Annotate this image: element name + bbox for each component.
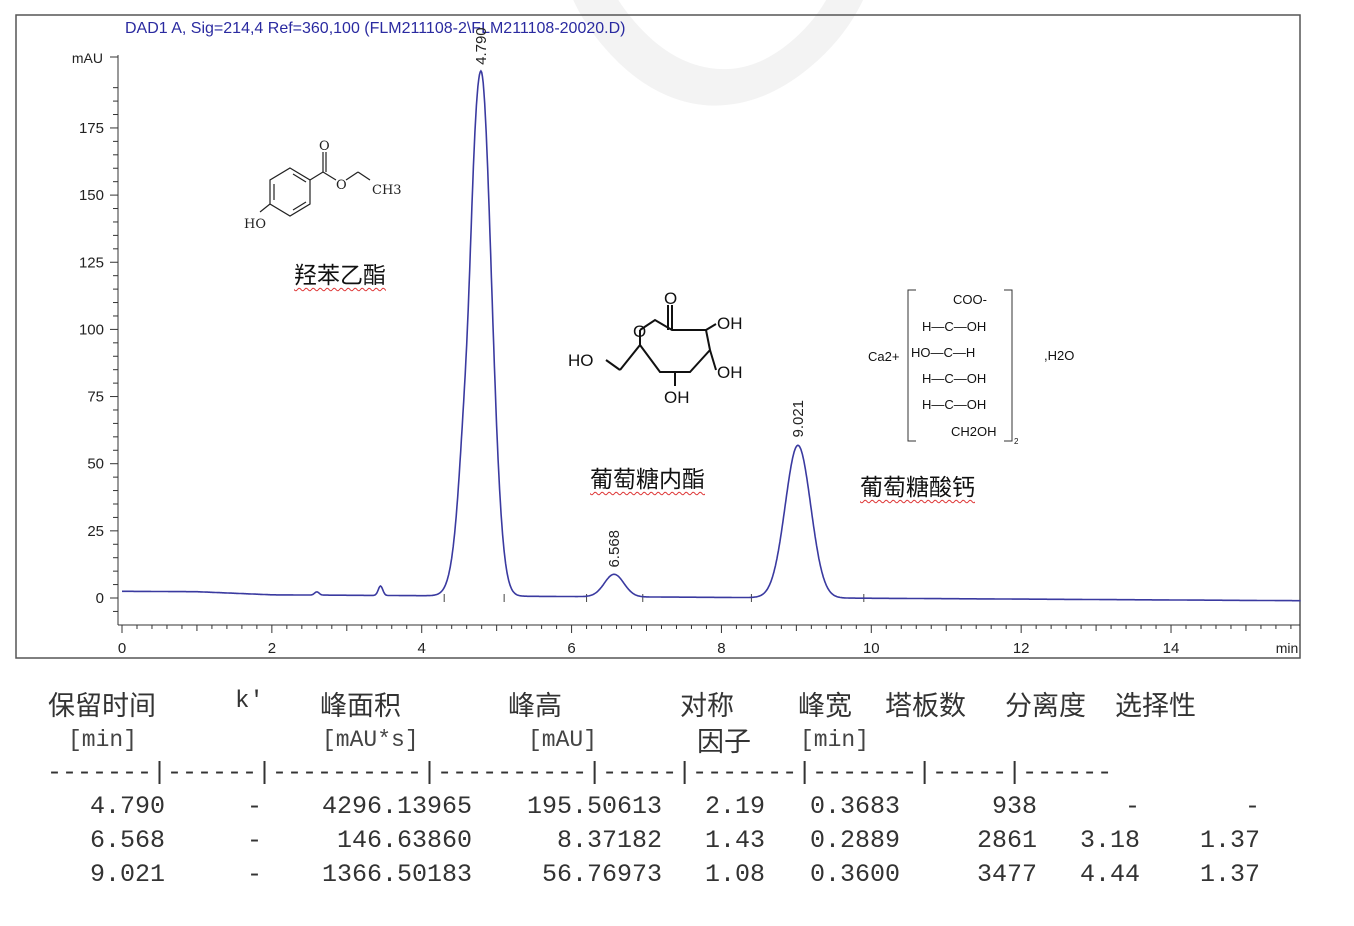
structure-calcium-gluconate: Ca2+ COO- H—C—OH HO—C—H H—C—OH H—C—OH CH… [868,289,1074,446]
column-unit: [mAU*s] [322,727,419,753]
table-cell: 2861 [976,826,1037,855]
peak-label: 4.790 [473,27,490,65]
x-tick-label: 4 [418,640,426,657]
table-cell: 0.3683 [809,792,900,821]
svg-text:2: 2 [1014,437,1019,446]
signal-trace [122,69,1301,602]
table-cell: - [246,860,262,889]
y-tick-label: 150 [79,187,104,204]
svg-text:,H2O: ,H2O [1044,348,1074,363]
table-cell: 4.790 [89,792,165,821]
svg-text:HO: HO [568,351,594,370]
table-cell: 1.43 [704,826,765,855]
svg-text:O: O [633,322,646,341]
svg-text:OH: OH [717,363,743,382]
chromatogram: GZM DAD1 A, Sig=214,4 Ref=360,100 (FLM21… [15,0,1354,659]
chart-title: DAD1 A, Sig=214,4 Ref=360,100 (FLM211108… [125,20,625,37]
table-cell: 9.021 [89,860,165,889]
column-header: 峰高 [508,691,562,722]
table-cell: 3.18 [1079,826,1140,855]
table-separator: -------|------|----------|----------|---… [47,758,1113,787]
x-tick-label: 10 [863,640,880,657]
table-cell: 3477 [976,860,1037,889]
svg-text:Ca2+: Ca2+ [868,349,899,364]
table-cell: 146.63860 [336,826,472,855]
x-tick-label: 6 [567,640,575,657]
structure-glucono-lactone: O O OH OH HO OH [568,289,743,407]
table-cell: 1.37 [1199,860,1260,889]
y-tick-label: 175 [79,120,104,137]
y-axis-label: mAU [72,50,103,66]
table-cell: - [1244,792,1260,821]
table-cell: 0.3600 [809,860,900,889]
column-header: 保留时间 [48,691,156,722]
x-axis-label: min [1276,640,1299,656]
y-tick-label: 25 [87,523,104,540]
column-unit: [min] [68,727,138,753]
column-header: 峰面积 [320,691,401,722]
x-tick-label: 0 [118,640,126,657]
svg-text:COO-: COO- [953,292,987,307]
table-cell: 8.37182 [556,826,662,855]
column-header: 塔板数 [885,691,966,722]
y-tick-label: 0 [96,590,104,607]
svg-text:O: O [336,178,347,193]
structure-ethylparaben: O O CH3 HO [244,139,402,232]
compound-label-glucono-lactone: 葡萄糖内酯 [590,467,705,493]
x-tick-label: 2 [268,640,276,657]
x-tick-label: 12 [1013,640,1030,657]
svg-text:OH: OH [664,388,690,407]
table-cell: 56.76973 [541,860,662,889]
y-tick-label: 50 [87,456,104,473]
table-cell: - [246,826,262,855]
table-cell: 1.37 [1199,826,1260,855]
column-header: 对称 [680,691,734,722]
table-cell: 4.44 [1079,860,1140,889]
column-unit: [min] [800,727,870,753]
table-cell: 6.568 [89,826,165,855]
svg-text:CH2OH: CH2OH [951,424,997,439]
svg-text:OH: OH [717,314,743,333]
column-unit: [mAU] [528,727,598,753]
table-cell: 1366.50183 [321,860,472,889]
svg-text:H—C—OH: H—C—OH [922,319,986,334]
svg-text:CH3: CH3 [372,183,402,198]
compound-label-ethylparaben: 羟苯乙酯 [294,263,386,289]
y-tick-label: 100 [79,321,104,338]
peak-label: 6.568 [606,530,623,568]
column-header: k' [235,688,264,715]
svg-text:HO: HO [244,217,266,232]
svg-text:H—C—OH: H—C—OH [922,397,986,412]
svg-text:O: O [319,139,330,154]
column-unit: 因子 [697,727,751,758]
table-cell: 0.2889 [809,826,900,855]
y-tick-label: 125 [79,254,104,271]
table-cell: 2.19 [704,792,765,821]
svg-text:HO—C—H: HO—C—H [911,345,975,360]
plot-frame [15,14,1301,659]
column-header: 分离度 [1005,691,1086,722]
svg-text:H—C—OH: H—C—OH [922,371,986,386]
table-cell: 1.08 [704,860,765,889]
table-cell: 4296.13965 [321,792,472,821]
table-cell: 195.50613 [526,792,662,821]
x-tick-label: 8 [717,640,725,657]
column-header: 峰宽 [798,691,852,722]
compound-label-calcium-gluconate: 葡萄糖酸钙 [860,475,975,501]
table-cell: - [1124,792,1140,821]
x-tick-label: 14 [1163,640,1180,657]
table-cell: - [246,792,262,821]
svg-text:O: O [664,289,677,308]
peak-label: 9.021 [790,400,807,438]
y-tick-label: 75 [87,389,104,406]
column-header: 选择性 [1115,691,1196,722]
table-cell: 938 [991,792,1037,821]
